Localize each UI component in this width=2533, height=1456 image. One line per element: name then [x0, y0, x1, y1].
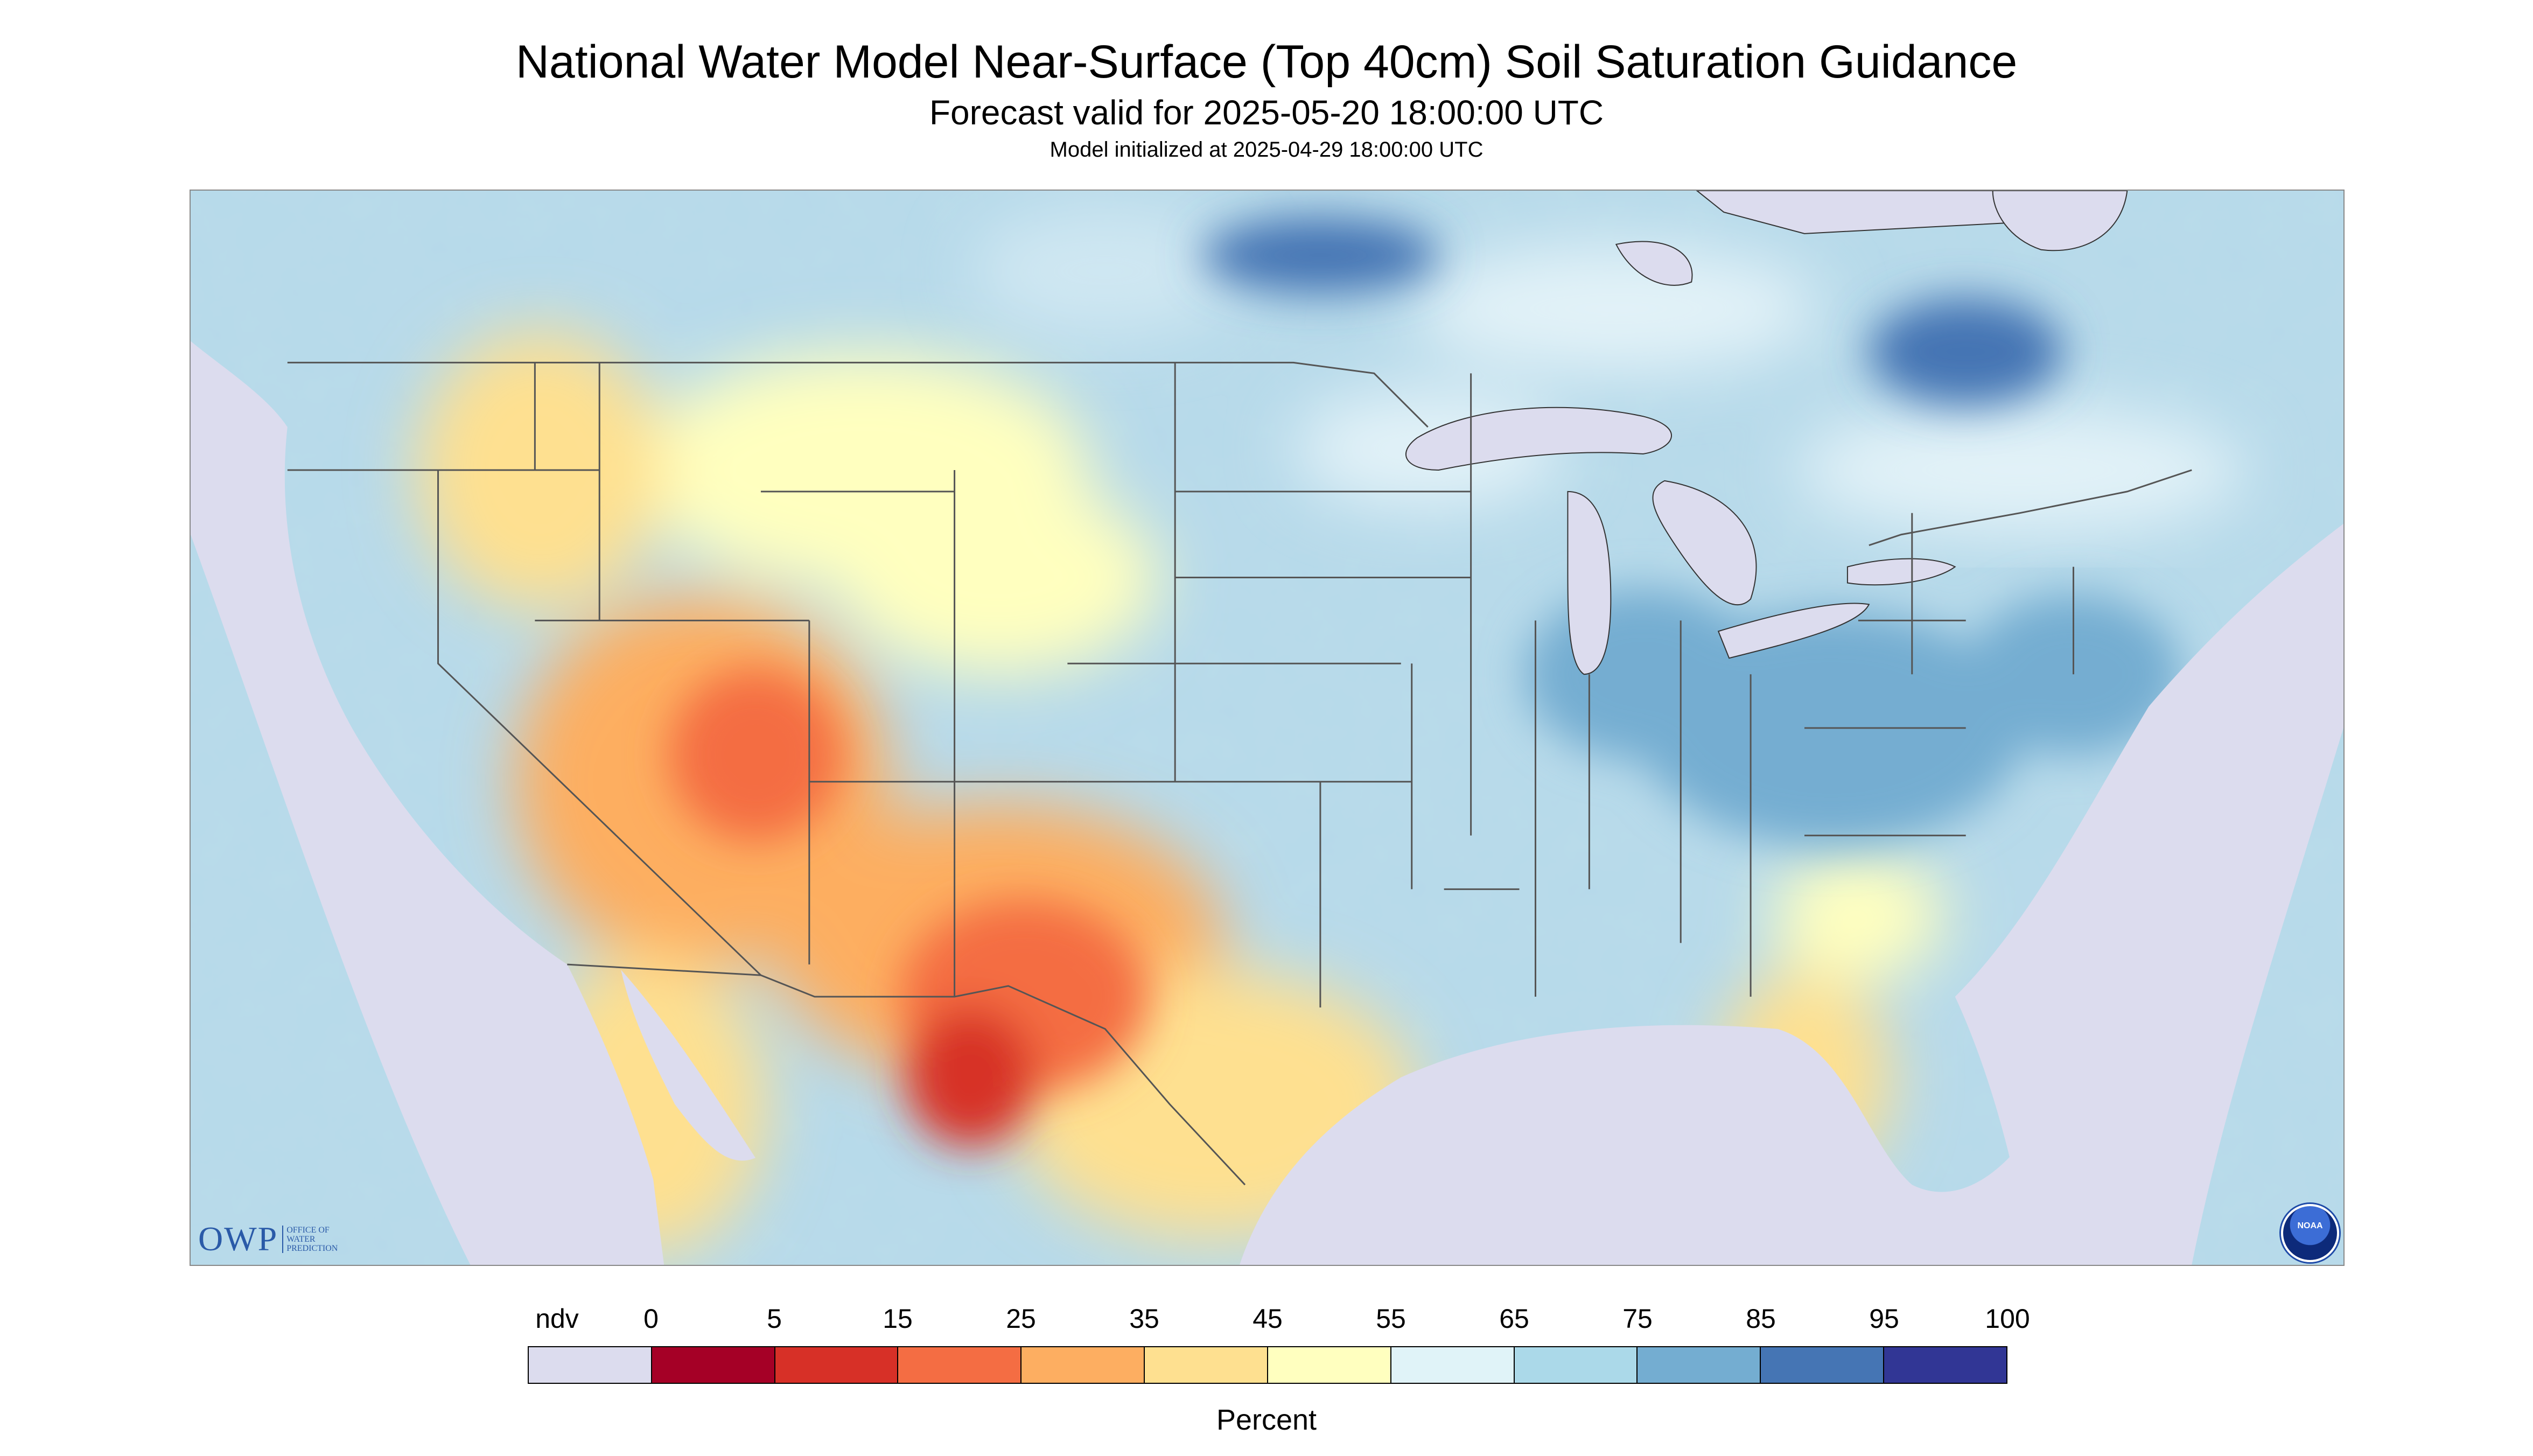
owp-logo: OWP OFFICE OF WATER PREDICTION — [198, 1220, 338, 1258]
map-canvas — [191, 191, 2343, 1265]
legend-tick-label: 75 — [1622, 1304, 1653, 1334]
legend-swatch — [898, 1347, 1022, 1383]
legend-swatch — [1145, 1347, 1268, 1383]
legend-tick-label: 15 — [883, 1304, 913, 1334]
color-legend — [528, 1346, 2007, 1384]
state-lines-west — [287, 362, 1068, 997]
lake-michigan — [1567, 491, 1612, 675]
noaa-logo: NOAA — [2281, 1204, 2339, 1262]
legend-swatch — [1514, 1347, 1638, 1383]
owp-line-1: OFFICE OF — [286, 1225, 330, 1235]
legend-swatch — [1638, 1347, 1761, 1383]
legend-swatch — [529, 1347, 652, 1383]
legend-tick-label: 65 — [1499, 1304, 1529, 1334]
model-init-time: Model initialized at 2025-04-29 18:00:00… — [1049, 138, 1484, 162]
forecast-valid-time: Forecast valid for 2025-05-20 18:00:00 U… — [929, 93, 1604, 132]
legend-swatch — [1884, 1347, 2006, 1383]
lake-nipigon — [1615, 241, 1693, 286]
lake-superior — [1405, 407, 1672, 471]
legend-swatch — [1761, 1347, 1885, 1383]
legend-tick-label: ndv — [535, 1304, 579, 1334]
owp-abbrev: OWP — [198, 1220, 278, 1258]
legend-swatch — [775, 1347, 899, 1383]
gulf-of-california — [621, 970, 755, 1161]
legend-tick-label: 5 — [767, 1304, 782, 1334]
political-borders — [287, 361, 2192, 1186]
legend-swatch — [1021, 1347, 1145, 1383]
owp-line-2: WATER — [286, 1234, 316, 1244]
legend-tick-label: 25 — [1006, 1304, 1036, 1334]
noaa-text: NOAA — [2297, 1221, 2323, 1230]
legend-tick-label: 100 — [1985, 1304, 2030, 1334]
water-bodies — [1405, 191, 2128, 675]
map-title: National Water Model Near-Surface (Top 4… — [515, 36, 2018, 88]
legend-tick-label: 35 — [1129, 1304, 1159, 1334]
owp-line-3: PREDICTION — [286, 1243, 338, 1253]
lake-ontario — [1846, 558, 1956, 586]
state-lines-east — [1470, 373, 2075, 997]
legend-tick-label: 85 — [1746, 1304, 1776, 1334]
very-dry-zones — [669, 669, 1149, 1147]
state-lines-central — [1067, 362, 1520, 1007]
atlantic-ocean — [1955, 523, 2343, 1265]
lake-huron — [1652, 480, 1757, 606]
mexico-us-border — [567, 963, 1246, 1186]
legend-swatch — [1391, 1347, 1515, 1383]
legend-unit-label: Percent — [1216, 1404, 1317, 1436]
legend-swatch — [652, 1347, 775, 1383]
legend-tick-label: 45 — [1252, 1304, 1283, 1334]
legend-tick-label: 0 — [643, 1304, 659, 1334]
no-data-regions — [191, 341, 2343, 1265]
legend-swatch — [1268, 1347, 1391, 1383]
soil-saturation-map[interactable] — [190, 190, 2345, 1266]
legend-tick-label: 95 — [1869, 1304, 1899, 1334]
james-bay — [1992, 191, 2128, 251]
owp-fullname: OFFICE OF WATER PREDICTION — [282, 1225, 338, 1253]
hudson-bay-fragment — [1696, 191, 2020, 234]
legend-tick-label: 55 — [1376, 1304, 1406, 1334]
canada-us-border — [287, 361, 2192, 547]
lake-erie — [1717, 603, 1870, 659]
pacific-ocean — [191, 341, 664, 1265]
gulf-of-mexico — [1240, 1025, 2084, 1265]
